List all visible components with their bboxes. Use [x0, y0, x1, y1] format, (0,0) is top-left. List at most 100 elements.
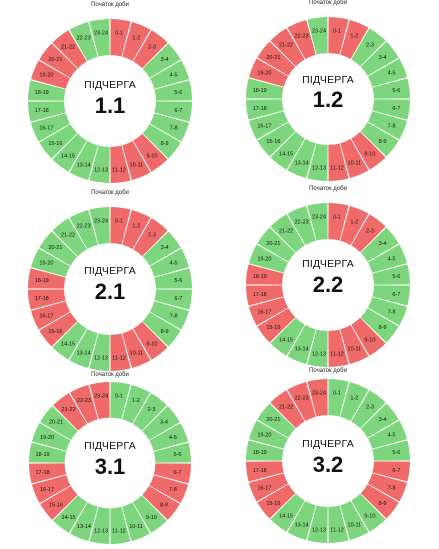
hour-segment-10-11 — [122, 502, 150, 542]
hour-label: 17-18 — [253, 106, 267, 112]
hour-segment-5-6 — [372, 78, 410, 99]
hour-label: 16-17 — [257, 123, 271, 129]
hour-label: 16-17 — [257, 485, 271, 491]
hour-label: 6-7 — [392, 106, 400, 112]
hour-segment-3-4 — [142, 406, 180, 441]
hour-label: 7-8 — [170, 313, 178, 319]
hour-segment-14-15 — [53, 495, 88, 533]
hour-segment-20-21 — [39, 43, 78, 78]
hour-label: 14-15 — [61, 154, 75, 160]
hour-label: 11-12 — [330, 165, 344, 171]
hour-segment-4-5 — [149, 248, 190, 277]
hour-label: 0-1 — [115, 219, 123, 225]
hour-segment-4-5 — [367, 244, 408, 273]
hour-label: 0-1 — [115, 394, 123, 400]
hour-label: 4-5 — [388, 257, 396, 263]
hour-label: 17-18 — [35, 296, 49, 302]
center-title: ПІДЧЕРГА — [84, 79, 136, 91]
hour-segment-2-3 — [351, 390, 386, 429]
hour-label: 15-16 — [266, 325, 280, 331]
center-number: 2.2 — [312, 272, 344, 297]
hour-label: 23-24 — [312, 215, 326, 221]
hour-segment-10-11 — [340, 324, 369, 365]
hour-label: 21-22 — [61, 44, 75, 50]
hour-label: 2-3 — [366, 404, 374, 410]
hour-segment-15-16 — [257, 308, 296, 343]
caption: Початок доби — [91, 372, 129, 378]
hour-segment-13-14 — [69, 140, 98, 181]
hour-label: 20-21 — [48, 57, 62, 63]
hour-segment-22-23 — [69, 209, 98, 250]
hour-segment-11-12 — [110, 506, 131, 544]
caption: Початок доби — [309, 186, 347, 192]
hour-label: 7-8 — [388, 485, 396, 491]
hour-label: 3-4 — [161, 245, 169, 251]
hour-label: 14-15 — [279, 338, 293, 344]
hour-label: 15-16 — [48, 329, 62, 335]
hour-label: 1-2 — [350, 395, 358, 401]
donut-ring: 0-11-22-33-44-55-66-77-88-99-1010-1111-1… — [246, 379, 410, 543]
hour-label: 1-2 — [350, 219, 358, 225]
hour-segment-5-6 — [154, 268, 192, 289]
hour-segment-6-7 — [154, 101, 192, 122]
hour-segment-11-12 — [110, 145, 131, 183]
hour-label: 18-19 — [35, 90, 49, 96]
hour-segment-18-19 — [28, 268, 66, 289]
hour-segment-23-24 — [307, 203, 328, 241]
hour-segment-5-6 — [153, 442, 191, 463]
hour-label: 6-7 — [174, 108, 182, 114]
hour-label: 11-12 — [112, 528, 126, 534]
hour-label: 19-20 — [39, 73, 53, 79]
hour-label: 16-17 — [39, 313, 53, 319]
hour-label: 8-9 — [161, 329, 169, 335]
hour-segment-3-4 — [360, 41, 399, 76]
hour-label: 11-12 — [112, 167, 126, 173]
hour-segment-19-20 — [30, 60, 71, 89]
hour-segment-1-2 — [122, 209, 151, 250]
hour-label: 18-19 — [36, 452, 50, 458]
hour-label: 14-15 — [62, 515, 76, 521]
center-title: ПІДЧЕРГА — [84, 265, 136, 277]
hour-label: 10-11 — [130, 351, 144, 357]
hour-label: 14-15 — [61, 342, 75, 348]
hour-segment-8-9 — [142, 124, 181, 159]
hour-segment-11-12 — [328, 505, 349, 543]
hour-label: 18-19 — [253, 274, 267, 280]
caption: Початок доби — [309, 0, 347, 6]
hour-segment-0-1 — [328, 203, 349, 241]
hour-segment-2-3 — [351, 214, 386, 253]
hour-label: 18-19 — [35, 278, 49, 284]
hour-label: 12-13 — [94, 167, 108, 173]
hour-segment-21-22 — [270, 214, 305, 253]
hour-segment-5-6 — [372, 264, 410, 285]
hour-label: 8-9 — [379, 501, 387, 507]
hour-segment-23-24 — [307, 379, 328, 417]
hour-label: 2-3 — [366, 42, 374, 48]
hour-label: 4-5 — [170, 261, 178, 267]
hour-segment-3-4 — [142, 43, 181, 78]
hour-label: 2-3 — [366, 228, 374, 234]
hour-label: 17-18 — [35, 108, 49, 114]
hour-segment-6-7 — [153, 463, 191, 484]
hour-segment-17-18 — [28, 101, 66, 122]
hour-label: 13-14 — [295, 523, 309, 529]
hour-label: 7-8 — [170, 125, 178, 131]
hour-label: 5-6 — [174, 278, 182, 284]
hour-segment-19-20 — [31, 423, 71, 451]
hour-label: 10-11 — [348, 347, 362, 353]
hour-segment-9-10 — [132, 495, 167, 533]
donut-ring: 0-11-22-33-44-55-66-77-88-99-1010-1111-1… — [29, 382, 191, 544]
hour-segment-8-9 — [360, 122, 399, 157]
hour-label: 10-11 — [348, 161, 362, 167]
hour-segment-0-1 — [328, 17, 349, 55]
hour-label: 7-8 — [388, 123, 396, 129]
hour-segment-9-10 — [133, 133, 168, 172]
hour-label: 11-12 — [330, 351, 344, 357]
hour-label: 11-12 — [330, 527, 344, 533]
hour-segment-7-8 — [149, 301, 190, 330]
hour-label: 5-6 — [174, 90, 182, 96]
hour-segment-7-8 — [149, 475, 189, 503]
hour-label: 9-10 — [364, 338, 375, 344]
caption: Початок доби — [309, 368, 347, 374]
hour-segment-19-20 — [248, 58, 289, 87]
